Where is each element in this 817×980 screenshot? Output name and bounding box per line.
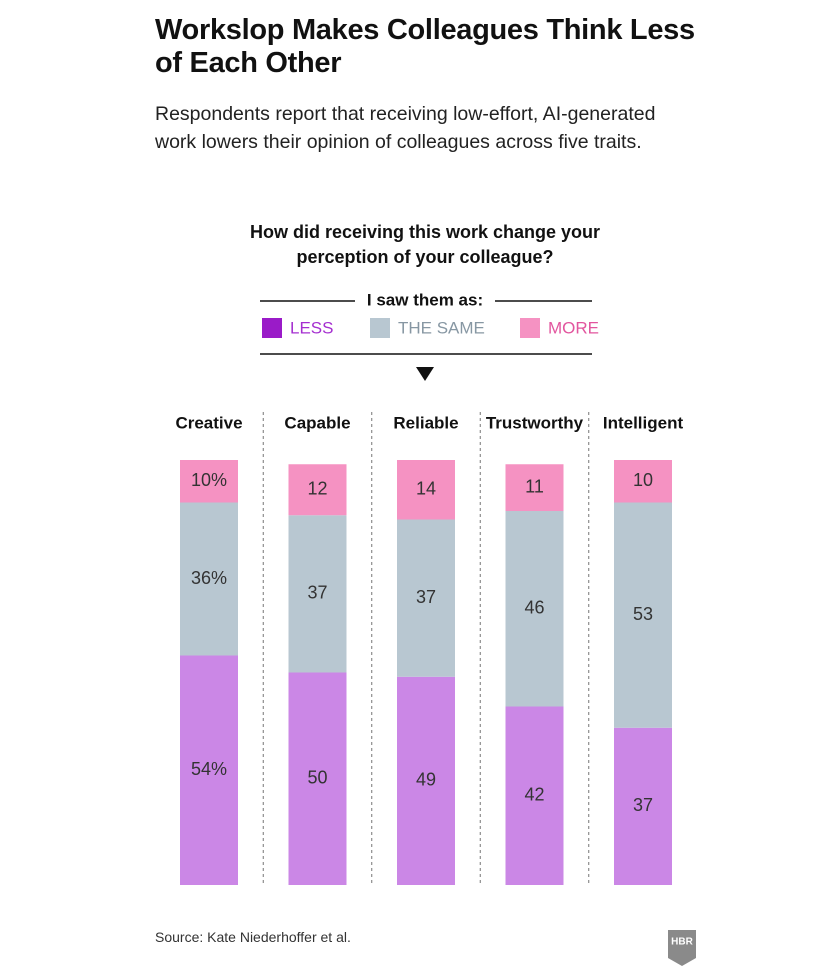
legend-swatch <box>370 318 390 338</box>
legend-swatch <box>520 318 540 338</box>
data-label: 46 <box>524 598 544 618</box>
data-label: 14 <box>416 479 436 499</box>
data-label: 10% <box>191 470 227 490</box>
bar <box>180 655 238 885</box>
bar <box>505 706 564 885</box>
data-label: 53 <box>633 604 653 624</box>
legend-title: I saw them as: <box>367 290 483 309</box>
bar <box>505 511 564 707</box>
chart-subtitle: Respondents report that receiving low-ef… <box>155 103 656 153</box>
data-label: 54% <box>191 759 227 779</box>
legend-label: MORE <box>548 318 599 337</box>
data-label: 49 <box>416 770 436 790</box>
bar <box>288 464 347 516</box>
logo-shield <box>668 930 696 966</box>
bar <box>180 460 238 503</box>
bar <box>614 502 672 728</box>
bar <box>397 460 455 520</box>
source: Source: Kate Niederhoffer et al. <box>155 929 351 945</box>
x-tick-label: Trustworthy <box>486 413 584 432</box>
arrow <box>416 367 434 381</box>
data-label: 12 <box>307 479 327 499</box>
legend-label: LESS <box>290 318 333 337</box>
question: How did receiving this work change your … <box>249 222 601 267</box>
data-label: 10 <box>633 470 653 490</box>
data-label: 11 <box>525 476 544 496</box>
data-label: 37 <box>416 587 436 607</box>
bar <box>397 676 455 885</box>
bar <box>180 502 238 656</box>
legend-swatch <box>262 318 282 338</box>
x-tick-label: Intelligent <box>603 413 684 432</box>
data-label: 42 <box>524 785 544 805</box>
x-tick-label: Creative <box>175 413 242 432</box>
bar <box>505 464 564 511</box>
data-label: 36% <box>191 568 227 588</box>
legend-label: THE SAME <box>398 318 485 337</box>
x-tick-label: Capable <box>284 413 350 432</box>
bar <box>288 672 347 885</box>
x-tick-label: Reliable <box>393 413 458 432</box>
data-label: 50 <box>307 768 327 788</box>
bar <box>397 519 455 677</box>
data-label: 37 <box>307 583 327 603</box>
bar <box>614 727 672 885</box>
logo: HBR <box>671 937 693 948</box>
bar <box>288 515 347 673</box>
bar <box>614 460 672 503</box>
chart-title: Workslop Makes Colleagues Think Less of … <box>155 14 695 79</box>
data-label: 37 <box>633 795 653 815</box>
